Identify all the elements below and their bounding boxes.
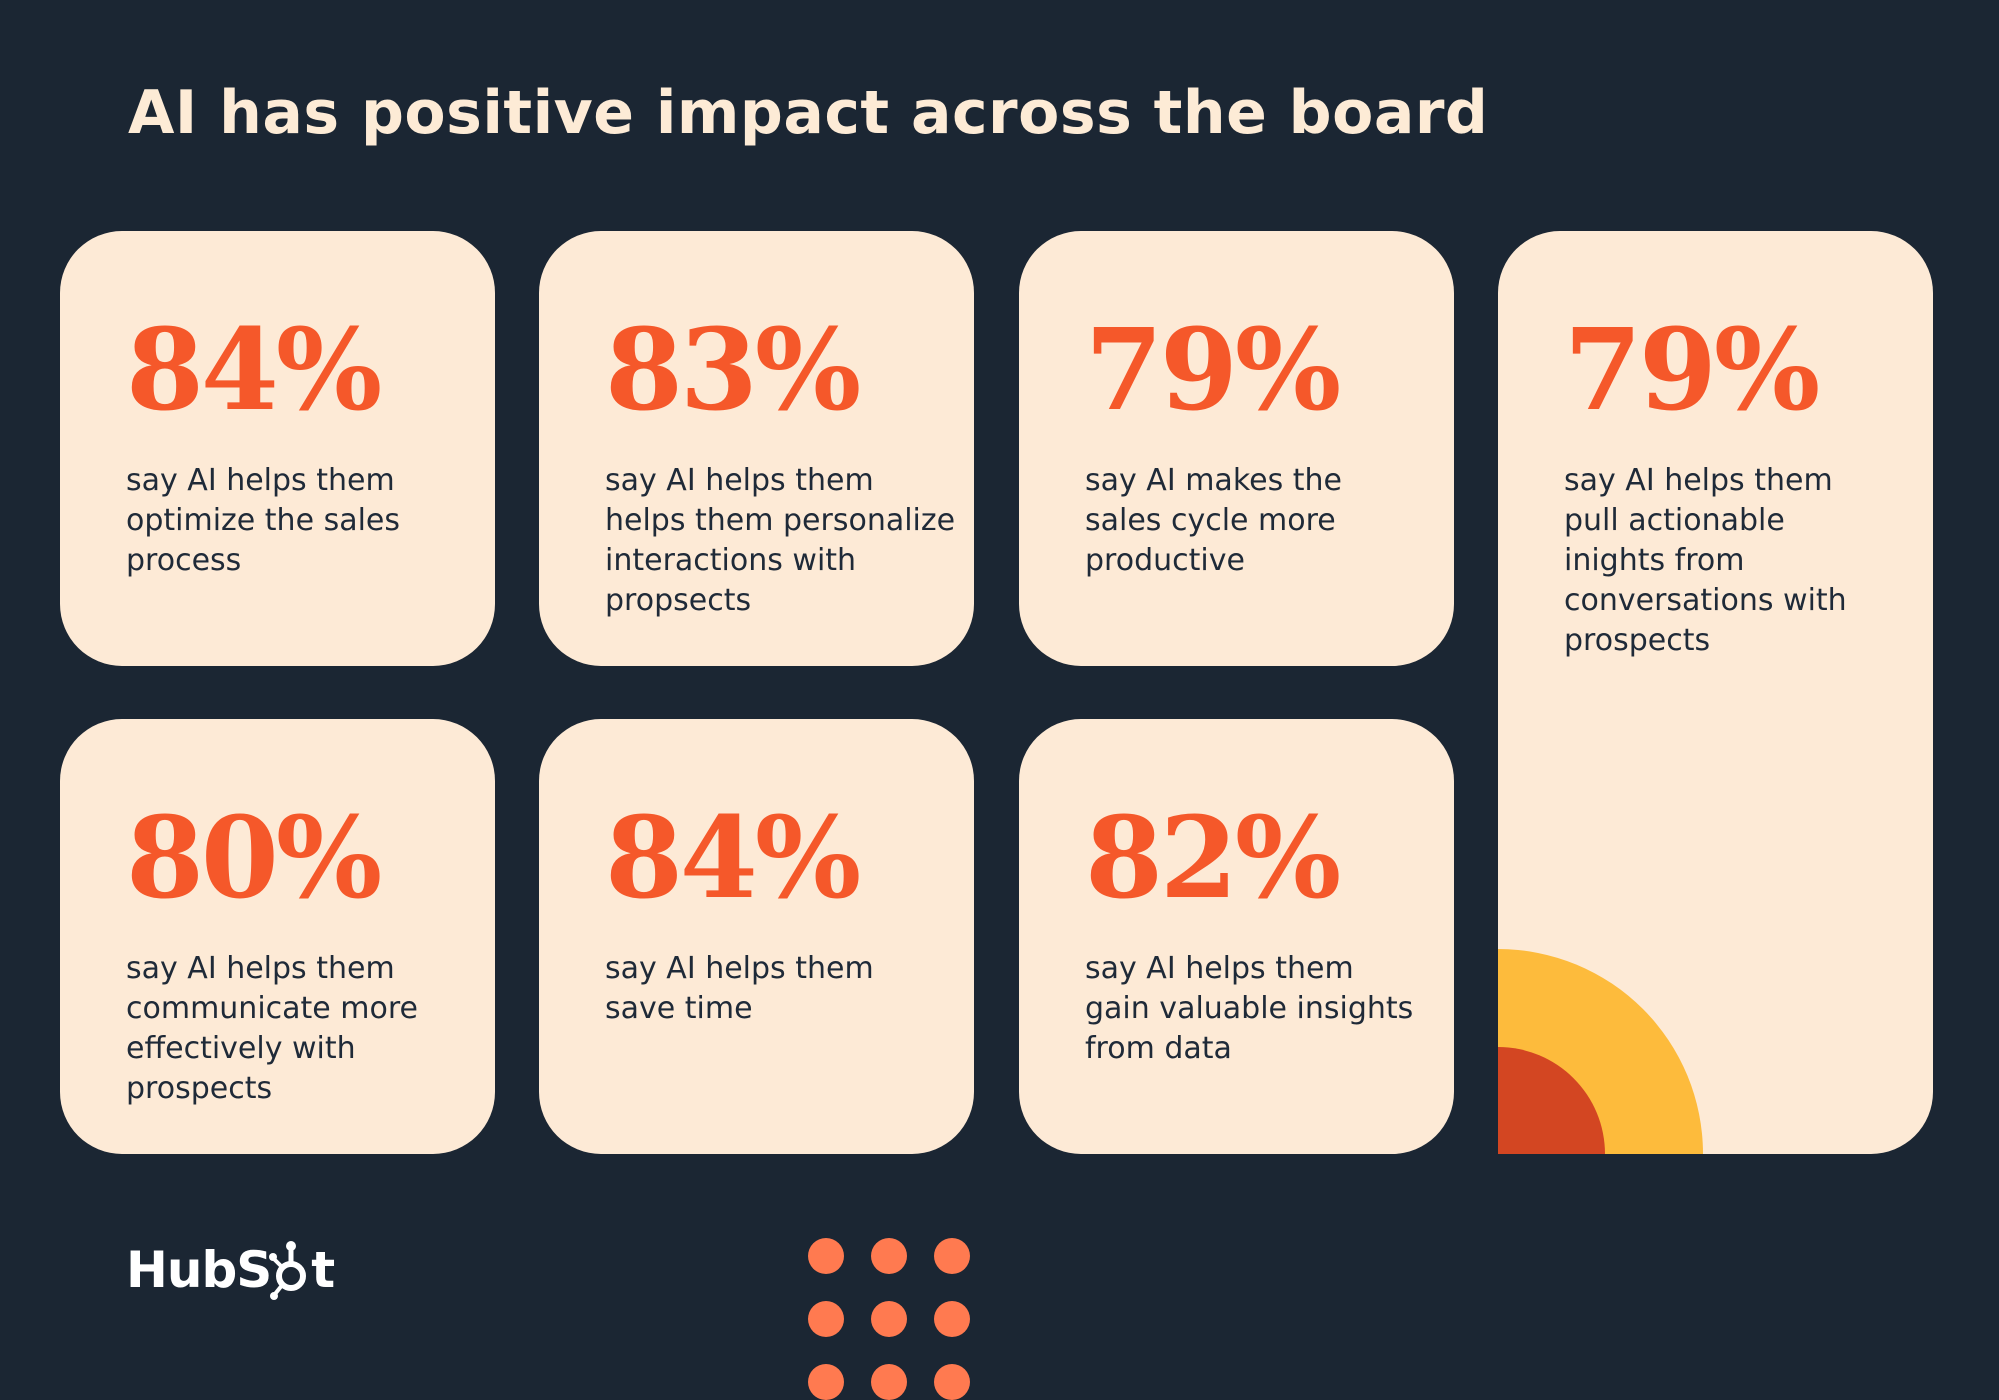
dot xyxy=(934,1238,970,1274)
dot xyxy=(808,1238,844,1274)
stat-description: say AI helps them gain valuable insights… xyxy=(1085,951,1414,1066)
stat-card-communicate: 80% say AI helps them communicate more e… xyxy=(60,719,495,1154)
dot xyxy=(934,1301,970,1337)
stat-value: 79% xyxy=(1085,305,1341,436)
stat-card-actionable-insights: 79% say AI helps them pull actionable in… xyxy=(1498,231,1933,1154)
stat-card-data-insights: 82% say AI helps them gain valuable insi… xyxy=(1019,719,1454,1154)
stat-value: 84% xyxy=(605,793,861,924)
stat-description: say AI helps them pull actionable inight… xyxy=(1564,463,1847,658)
stat-description: say AI helps them save time xyxy=(605,951,874,1026)
sprocket-icon xyxy=(269,1241,307,1300)
stat-card-sales-cycle: 79% say AI makes the sales cycle more pr… xyxy=(1019,231,1454,666)
dot xyxy=(871,1238,907,1274)
dot xyxy=(808,1364,844,1400)
stat-value: 83% xyxy=(605,305,861,436)
stat-description: say AI helps them optimize the sales pro… xyxy=(126,463,400,578)
stat-card-personalize: 83% say AI helps them helps them persona… xyxy=(539,231,974,666)
stat-description: say AI makes the sales cycle more produc… xyxy=(1085,463,1342,578)
stat-description: say AI helps them communicate more effec… xyxy=(126,951,419,1106)
stat-card-optimize-sales: 84% say AI helps them optimize the sales… xyxy=(60,231,495,666)
stat-card-save-time: 84% say AI helps them save time xyxy=(539,719,974,1154)
dot xyxy=(808,1301,844,1337)
dot xyxy=(934,1364,970,1400)
stat-value: 84% xyxy=(126,305,382,436)
dot xyxy=(871,1364,907,1400)
stat-value: 82% xyxy=(1085,793,1341,924)
stat-description: say AI helps them helps them personalize… xyxy=(605,463,956,618)
decorative-dot-grid xyxy=(808,1238,970,1400)
hubspot-logo: HubS t xyxy=(126,1238,335,1302)
logo-text-end: t xyxy=(311,1241,335,1299)
logo-text-start: HubS xyxy=(126,1241,272,1299)
stat-value: 79% xyxy=(1564,305,1820,436)
page-title: AI has positive impact across the board xyxy=(128,78,1489,148)
dot xyxy=(871,1301,907,1337)
stat-value: 80% xyxy=(126,793,382,924)
